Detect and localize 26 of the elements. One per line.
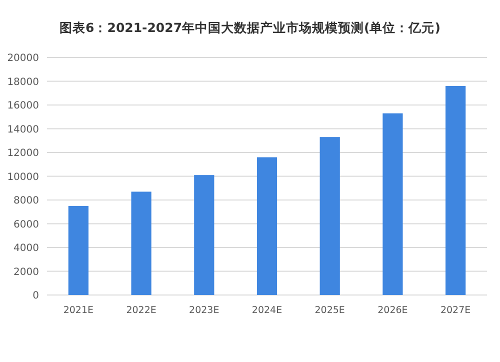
bar xyxy=(320,137,340,295)
y-tick-label: 16000 xyxy=(7,100,39,112)
x-tick-label: 2024E xyxy=(252,305,282,316)
x-tick-label: 2023E xyxy=(189,305,220,316)
bar xyxy=(382,113,403,295)
bar xyxy=(446,86,466,295)
bar xyxy=(68,206,88,295)
x-tick-label: 2026E xyxy=(378,305,408,316)
bar xyxy=(131,192,152,295)
y-tick-label: 4000 xyxy=(14,243,39,254)
y-tick-label: 2000 xyxy=(14,266,39,278)
y-tick-label: 18000 xyxy=(7,76,39,88)
y-tick-label: 6000 xyxy=(14,219,39,230)
y-tick-label: 0 xyxy=(32,290,39,302)
x-tick-label: 2027E xyxy=(440,305,471,316)
x-tick-label: 2021E xyxy=(63,305,94,316)
y-tick-label: 8000 xyxy=(14,196,39,206)
y-tick-label: 20000 xyxy=(7,53,39,64)
y-tick-label: 14000 xyxy=(7,124,39,136)
y-tick-label: 12000 xyxy=(7,148,39,159)
bar xyxy=(256,157,278,295)
bar xyxy=(194,175,214,295)
x-tick-label: 2022E xyxy=(126,305,156,316)
chart-title: 图表6：2021-2027年中国大数据产业市场规模预测(单位：亿元) xyxy=(60,20,440,35)
x-tick-label: 2025E xyxy=(314,305,345,316)
y-tick-label: 10000 xyxy=(7,172,39,183)
